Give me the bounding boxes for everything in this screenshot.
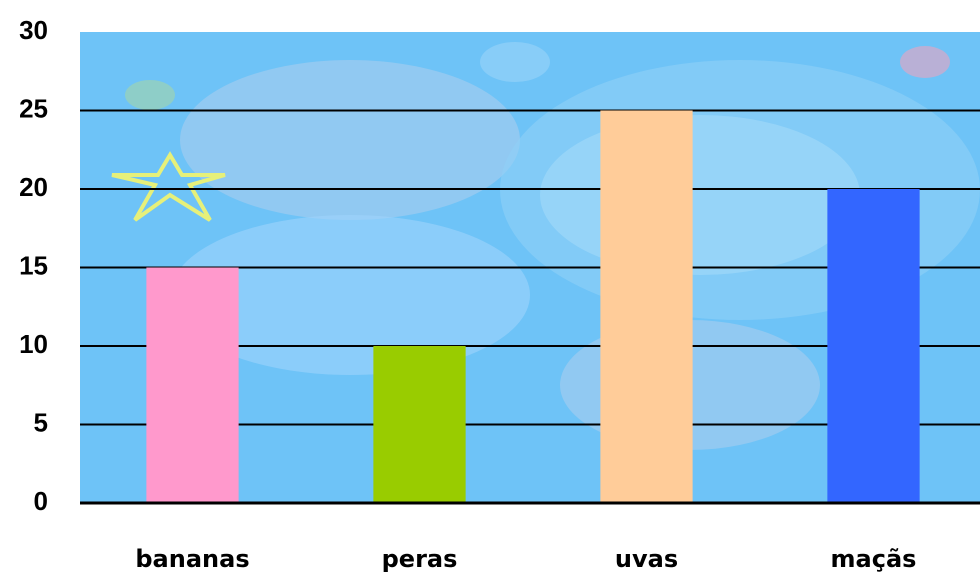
y-tick-label: 20 — [19, 172, 48, 202]
y-tick-label: 10 — [19, 329, 48, 359]
x-tick-label: uvas — [615, 545, 678, 573]
bar — [146, 267, 239, 503]
y-tick-label: 30 — [19, 15, 48, 45]
bar — [600, 110, 693, 503]
x-tick-label: bananas — [135, 545, 249, 573]
y-tick-label: 0 — [34, 486, 48, 516]
x-tick-label: maçãs — [831, 545, 917, 573]
y-tick-label: 5 — [34, 407, 48, 437]
y-tick-label: 15 — [19, 250, 48, 280]
y-tick-label: 25 — [19, 93, 48, 123]
bar — [373, 346, 466, 503]
x-tick-label: peras — [382, 545, 458, 573]
bar — [827, 189, 920, 503]
